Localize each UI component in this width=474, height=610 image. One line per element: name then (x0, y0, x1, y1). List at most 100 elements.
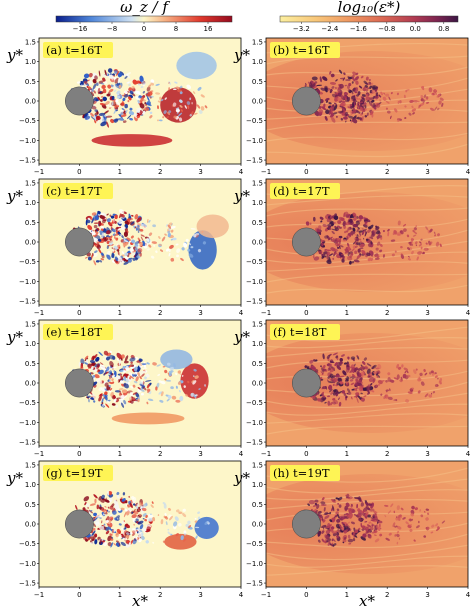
turbulent-patch (107, 84, 112, 89)
turbulent-patch (129, 90, 134, 95)
turbulent-patch (97, 120, 100, 124)
turbulent-patch (365, 527, 369, 531)
turbulent-patch (327, 395, 331, 398)
x-tick-label: 0 (304, 591, 308, 599)
turbulent-patch (341, 354, 345, 357)
turbulent-patch (379, 243, 383, 247)
turbulent-patch (102, 358, 105, 361)
turbulent-patch (118, 388, 124, 391)
y-tick-label: −0.5 (246, 540, 263, 548)
turbulent-patch (431, 524, 435, 528)
turbulent-patch (397, 100, 400, 104)
turbulent-patch (359, 247, 364, 250)
turbulent-patch (343, 92, 348, 96)
turbulent-patch (400, 507, 404, 511)
y-tick-label: 1.0 (252, 199, 263, 207)
turbulent-patch (345, 221, 351, 226)
turbulent-patch (115, 375, 121, 380)
turbulent-patch (430, 370, 434, 373)
turbulent-patch (95, 260, 100, 263)
turbulent-patch (116, 358, 119, 361)
turbulent-patch (137, 228, 141, 233)
turbulent-patch (108, 385, 112, 387)
turbulent-patch (126, 237, 131, 241)
turbulent-patch (405, 521, 409, 525)
turbulent-patch (379, 249, 383, 253)
turbulent-patch (156, 364, 161, 367)
turbulent-patch (109, 505, 114, 510)
turbulent-patch (123, 239, 129, 243)
turbulent-patch (134, 244, 139, 247)
turbulent-patch (124, 523, 130, 529)
turbulent-patch (351, 261, 355, 264)
turbulent-patch (347, 235, 350, 238)
turbulent-patch (194, 517, 197, 520)
turbulent-patch (382, 229, 385, 233)
turbulent-patch (190, 246, 194, 249)
turbulent-patch (109, 354, 116, 360)
turbulent-patch (180, 535, 184, 541)
turbulent-patch (402, 223, 407, 227)
turbulent-patch (386, 390, 388, 393)
panel-label-box (270, 183, 340, 199)
turbulent-patch (117, 118, 125, 121)
turbulent-patch (374, 95, 379, 100)
turbulent-patch (92, 357, 95, 360)
turbulent-patch (423, 368, 426, 373)
turbulent-patch (142, 99, 146, 102)
turbulent-patch (315, 359, 318, 362)
turbulent-patch (173, 521, 178, 527)
turbulent-patch (173, 88, 177, 91)
colorbar-tick-label: −3.2 (293, 25, 310, 33)
turbulent-patch (104, 369, 107, 374)
colorbar-tick-label: −1.6 (350, 25, 368, 33)
turbulent-patch (93, 252, 98, 258)
turbulent-patch (342, 539, 347, 543)
turbulent-patch (406, 234, 410, 238)
turbulent-patch (366, 524, 372, 527)
turbulent-patch (340, 117, 344, 121)
turbulent-patch (108, 523, 112, 528)
turbulent-patch (128, 249, 131, 251)
y-tick-label: 0.0 (25, 521, 36, 529)
turbulent-patch (350, 252, 354, 256)
turbulent-patch (109, 538, 114, 541)
turbulent-patch (344, 506, 349, 511)
turbulent-patch (314, 499, 319, 503)
turbulent-patch (124, 252, 129, 257)
turbulent-patch (135, 90, 141, 95)
turbulent-patch (183, 242, 188, 248)
turbulent-patch (352, 71, 357, 76)
y-tick-label: 0.0 (252, 98, 263, 106)
turbulent-patch (116, 90, 121, 95)
turbulent-patch (357, 516, 362, 522)
x-tick-label: 3 (425, 168, 429, 176)
turbulent-patch (414, 241, 418, 245)
turbulent-patch (405, 89, 408, 93)
turbulent-patch (429, 228, 433, 233)
turbulent-patch (389, 388, 391, 392)
turbulent-patch (176, 509, 180, 513)
turbulent-patch (346, 356, 350, 360)
turbulent-patch (326, 218, 331, 223)
turbulent-patch (354, 497, 360, 500)
turbulent-patch (161, 236, 166, 242)
colorbar-tick-label: −0.8 (378, 25, 395, 33)
turbulent-patch (109, 104, 112, 108)
x-tick-label: 2 (158, 309, 162, 317)
turbulent-patch (435, 523, 439, 527)
y-tick-label: −1.5 (19, 298, 36, 306)
turbulent-patch (99, 393, 103, 397)
turbulent-patch (100, 212, 105, 216)
turbulent-patch (333, 215, 339, 220)
turbulent-patch (124, 220, 130, 225)
turbulent-patch (347, 363, 350, 366)
turbulent-patch (407, 247, 411, 251)
turbulent-patch (355, 97, 359, 100)
turbulent-patch (156, 382, 160, 388)
colorbar-dissipation: log₁₀(ε*) −3.2 −2.4 −1.6 −0.8 0.0 0.8 (279, 0, 459, 33)
turbulent-patch (195, 535, 198, 540)
y-tick-label: −1.0 (19, 278, 36, 286)
turbulent-patch (307, 503, 310, 506)
